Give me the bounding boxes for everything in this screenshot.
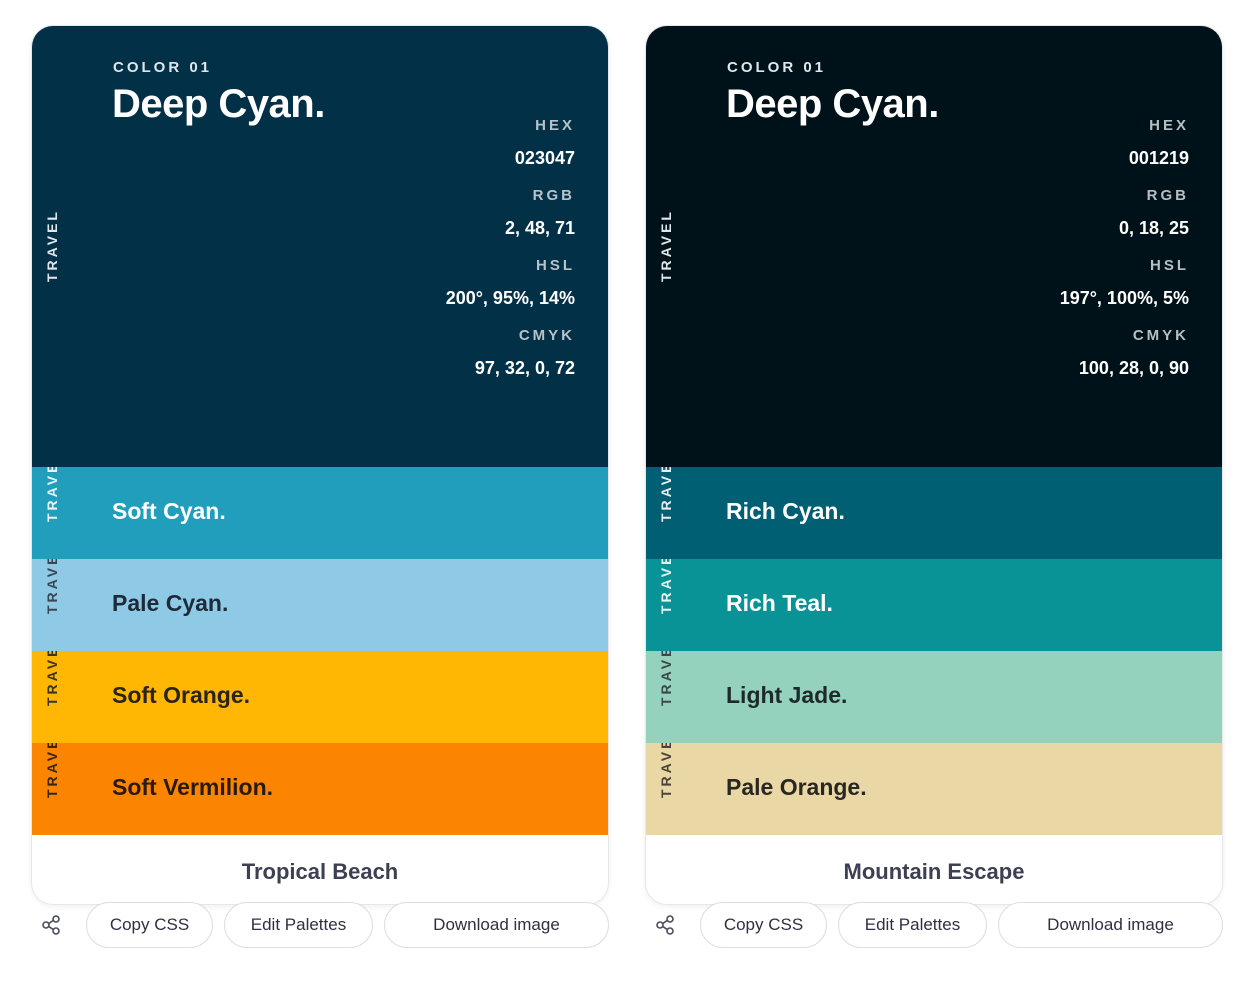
color-stripe-soft-cyan[interactable]: TRAVEL Soft Cyan. (32, 467, 608, 559)
color-stripe-pale-cyan[interactable]: TRAVEL Pale Cyan. (32, 559, 608, 651)
download-image-button[interactable]: Download image (998, 902, 1223, 948)
spec-hsl: HSL 197°, 100%, 5% (1060, 256, 1189, 326)
category-tag: TRAVEL (44, 467, 60, 522)
spec-key: RGB (1146, 187, 1189, 204)
spec-key: CMYK (1132, 327, 1189, 344)
category-tag: TRAVEL (44, 743, 60, 798)
palette-actions: Copy CSS Edit Palettes Download image (31, 902, 609, 948)
category-tag: TRAVEL (44, 651, 60, 706)
spec-value[interactable]: 200°, 95%, 14% (445, 288, 575, 308)
spec-key: HEX (1149, 117, 1189, 134)
category-tag: TRAVEL (658, 209, 674, 282)
spec-value[interactable]: 023047 (514, 148, 575, 168)
color-specs: HEX 023047 RGB 2, 48, 71 HSL 200°, 95%, … (446, 116, 575, 396)
spec-value[interactable]: 97, 32, 0, 72 (474, 358, 575, 378)
color-name: Pale Orange. (726, 774, 867, 800)
color-name: Pale Cyan. (112, 590, 229, 616)
color-name: Soft Orange. (112, 682, 251, 708)
color-stripe-pale-orange[interactable]: TRAVEL Pale Orange. (646, 743, 1222, 835)
category-tag: TRAVEL (658, 467, 674, 522)
color-name: Soft Cyan. (112, 498, 226, 524)
spec-hex: HEX 023047 (446, 116, 575, 186)
color-stripe-rich-teal[interactable]: TRAVEL Rich Teal. (646, 559, 1222, 651)
edit-palettes-button[interactable]: Edit Palettes (838, 902, 987, 948)
color-stripe-rich-cyan[interactable]: TRAVEL Rich Cyan. (646, 467, 1222, 559)
category-tag: TRAVEL (658, 651, 674, 706)
spec-key: RGB (532, 187, 575, 204)
spec-rgb: RGB 0, 18, 25 (1060, 186, 1189, 256)
palette-title[interactable]: Tropical Beach (241, 858, 399, 884)
spec-key: CMYK (518, 327, 575, 344)
main-color-block[interactable]: COLOR 01 Deep Cyan. TRAVEL HEX 023047 RG… (32, 26, 608, 467)
color-index-label: COLOR 01 (113, 59, 213, 76)
spec-cmyk: CMYK 97, 32, 0, 72 (446, 326, 575, 396)
color-name: Rich Teal. (726, 590, 833, 616)
spec-value[interactable]: 197°, 100%, 5% (1059, 288, 1189, 308)
category-tag: TRAVEL (44, 209, 60, 282)
spec-cmyk: CMYK 100, 28, 0, 90 (1060, 326, 1189, 396)
share-icon[interactable] (39, 914, 65, 936)
color-name: Rich Cyan. (726, 498, 845, 524)
share-icon[interactable] (653, 914, 679, 936)
copy-css-button[interactable]: Copy CSS (700, 902, 827, 948)
category-tag: TRAVEL (658, 559, 674, 614)
spec-value[interactable]: 001219 (1128, 148, 1189, 168)
main-color-block[interactable]: COLOR 01 Deep Cyan. TRAVEL HEX 001219 RG… (646, 26, 1222, 467)
color-name: Soft Vermilion. (112, 774, 274, 800)
spec-value[interactable]: 2, 48, 71 (504, 218, 575, 238)
color-name: Deep Cyan. (112, 82, 325, 126)
spec-hsl: HSL 200°, 95%, 14% (446, 256, 575, 326)
color-specs: HEX 001219 RGB 0, 18, 25 HSL 197°, 100%,… (1060, 116, 1189, 396)
spec-hex: HEX 001219 (1060, 116, 1189, 186)
spec-value[interactable]: 0, 18, 25 (1118, 218, 1189, 238)
spec-rgb: RGB 2, 48, 71 (446, 186, 575, 256)
color-stripe-soft-orange[interactable]: TRAVEL Soft Orange. (32, 651, 608, 743)
palette-card-tropical-beach: COLOR 01 Deep Cyan. TRAVEL HEX 023047 RG… (31, 25, 609, 905)
color-name: Light Jade. (726, 682, 848, 708)
category-tag: TRAVEL (44, 559, 60, 614)
spec-value[interactable]: 100, 28, 0, 90 (1078, 358, 1189, 378)
copy-css-button[interactable]: Copy CSS (86, 902, 213, 948)
spec-key: HEX (535, 117, 575, 134)
spec-key: HSL (536, 257, 575, 274)
spec-key: HSL (1150, 257, 1189, 274)
edit-palettes-button[interactable]: Edit Palettes (224, 902, 373, 948)
palette-card: COLOR 01 Deep Cyan. TRAVEL HEX 023047 RG… (31, 25, 609, 905)
palette-card: COLOR 01 Deep Cyan. TRAVEL HEX 001219 RG… (645, 25, 1223, 905)
palette-actions: Copy CSS Edit Palettes Download image (645, 902, 1223, 948)
color-stripe-light-jade[interactable]: TRAVEL Light Jade. (646, 651, 1222, 743)
palette-card-mountain-escape: COLOR 01 Deep Cyan. TRAVEL HEX 001219 RG… (645, 25, 1223, 905)
color-name: Deep Cyan. (726, 82, 939, 126)
palette-title[interactable]: Mountain Escape (843, 858, 1025, 884)
download-image-button[interactable]: Download image (384, 902, 609, 948)
color-stripe-soft-vermilion[interactable]: TRAVEL Soft Vermilion. (32, 743, 608, 835)
category-tag: TRAVEL (658, 743, 674, 798)
color-index-label: COLOR 01 (727, 59, 827, 76)
